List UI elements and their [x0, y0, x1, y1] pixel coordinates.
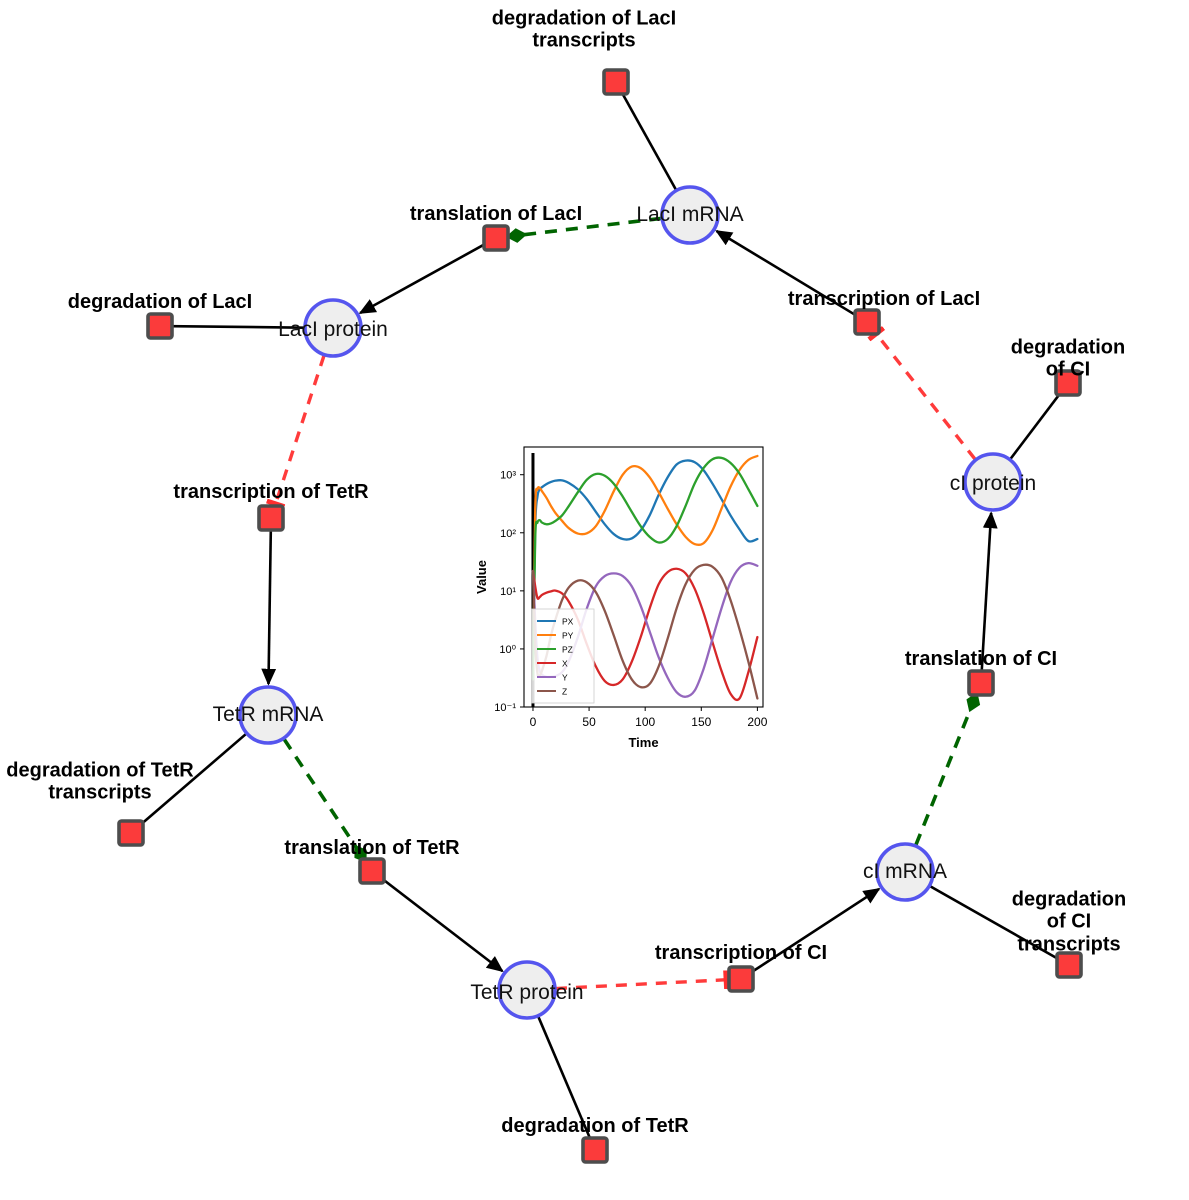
reaction-node-degradation-of-laci-transcripts[interactable] — [602, 68, 630, 96]
edge-product — [261, 528, 277, 686]
edge-modifier — [505, 216, 662, 243]
series-line-PZ — [531, 456, 759, 681]
reaction-node-degradation-of-laci[interactable] — [146, 312, 174, 340]
species-node-laci-mrna[interactable] — [660, 185, 720, 245]
y-tick-label: 10³ — [500, 470, 516, 482]
series-line-PX — [531, 459, 759, 681]
species-node-ci-mrna[interactable] — [875, 842, 935, 902]
legend-label-X: X — [562, 659, 568, 669]
edge-product — [358, 242, 487, 315]
species-node-tetr-protein[interactable] — [497, 960, 557, 1020]
species-node-laci-protein[interactable] — [303, 298, 363, 358]
edge-product — [379, 876, 504, 973]
y-tick-label: 10⁰ — [499, 644, 516, 656]
edge-modifier — [282, 738, 367, 863]
species-node-tetr-mrna[interactable] — [238, 685, 298, 745]
x-tick-label: 50 — [582, 715, 596, 729]
reaction-node-degradation-of-ci-transcripts[interactable] — [1055, 951, 1083, 979]
timecourse-plot: 10⁻¹ 10⁰ 10¹ 10² 10³ 0 50 100 150 200 Time Value PX P… — [470, 437, 770, 757]
edge-substrate — [620, 91, 678, 191]
species-node-ci-protein[interactable] — [963, 452, 1023, 512]
y-tick-label: 10² — [500, 528, 516, 540]
x-axis-label: Time — [628, 735, 658, 750]
reaction-node-translation-of-laci[interactable] — [482, 224, 510, 252]
reaction-node-degradation-of-tetr[interactable] — [581, 1136, 609, 1164]
edge-substrate — [537, 1016, 592, 1140]
edge-substrate — [1009, 391, 1062, 460]
reaction-node-transcription-of-tetr[interactable] — [257, 504, 285, 532]
reaction-node-degradation-of-tetr-transcripts[interactable] — [117, 819, 145, 847]
edge-substrate — [171, 324, 305, 329]
edge-product — [715, 229, 859, 318]
x-tick-label: 150 — [691, 715, 711, 729]
reaction-node-degradation-of-ci[interactable] — [1054, 369, 1082, 397]
legend-box — [531, 608, 595, 704]
chart-legend: PX PY PZ XYZ — [531, 608, 595, 704]
x-tick-label: 0 — [530, 715, 537, 729]
edge-inhibition — [867, 326, 977, 461]
legend-label-Z: Z — [562, 687, 567, 697]
edge-layer — [139, 91, 1062, 1140]
reaction-node-translation-of-tetr[interactable] — [358, 857, 386, 885]
y-tick-label: 10¹ — [500, 586, 516, 598]
edge-modifier — [914, 692, 981, 846]
x-tick-label: 100 — [635, 715, 655, 729]
edge-product — [749, 887, 881, 975]
reaction-node-translation-of-ci[interactable] — [967, 669, 995, 697]
y-tick-label: 10⁻¹ — [494, 702, 516, 714]
series-line-PY — [531, 454, 759, 681]
reaction-node-transcription-of-laci[interactable] — [853, 308, 881, 336]
y-axis-label: Value — [474, 560, 489, 594]
legend-label-PX: PX — [562, 617, 574, 627]
edge-substrate — [139, 732, 247, 827]
legend-label-PY: PY — [562, 631, 574, 641]
edge-substrate — [929, 885, 1060, 961]
edge-product — [980, 511, 998, 673]
x-tick-label: 200 — [747, 715, 767, 729]
series-layer — [531, 454, 759, 702]
legend-label-PZ: PZ — [562, 645, 573, 655]
edge-inhibition — [265, 355, 326, 510]
node-layer — [117, 68, 1083, 1164]
legend-label-Y: Y — [562, 673, 568, 683]
edge-inhibition — [555, 970, 729, 991]
reaction-node-transcription-of-ci[interactable] — [727, 965, 755, 993]
